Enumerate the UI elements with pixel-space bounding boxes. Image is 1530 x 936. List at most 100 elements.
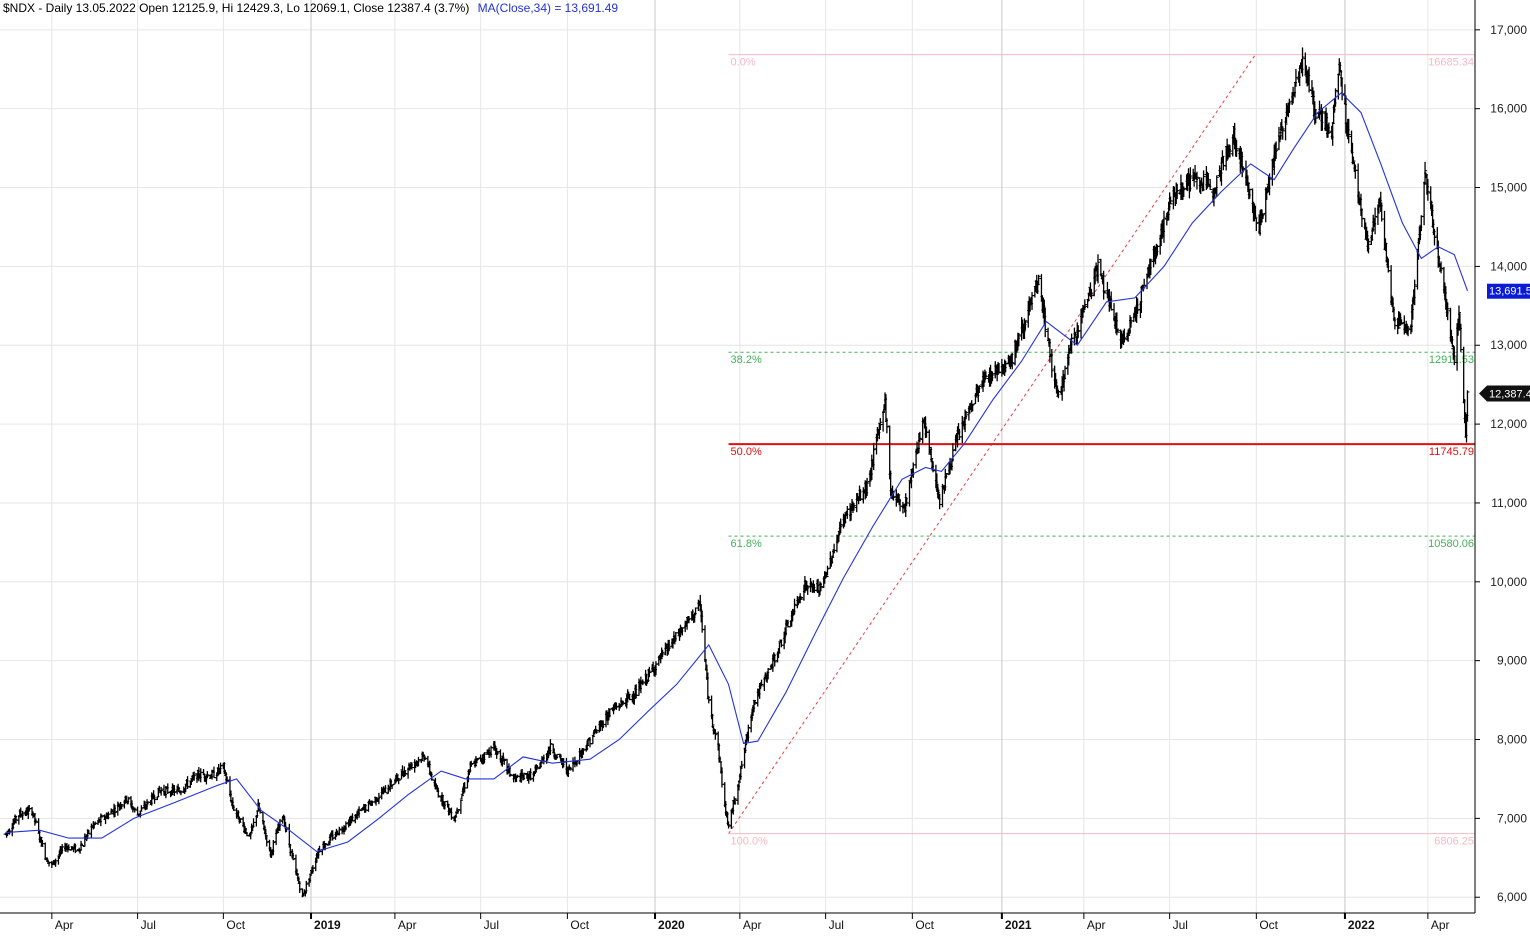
ohlc-bar bbox=[1181, 186, 1186, 198]
fibonacci-retracement[interactable]: 0.0% 16685.34 38.2% 12911.53 50.0% 11745.79 61… bbox=[728, 54, 1475, 848]
ohlc-bar bbox=[218, 762, 223, 774]
ohlc-bar bbox=[132, 807, 137, 813]
ohlc-bar bbox=[297, 881, 302, 894]
close-value-badge-text: 12,387.4 bbox=[1489, 389, 1530, 401]
ohlc-bar bbox=[1253, 205, 1258, 219]
ohlc-bar bbox=[858, 489, 863, 502]
ohlc-bar bbox=[574, 760, 579, 767]
ohlc-bar bbox=[1175, 183, 1180, 200]
x-tick-label: Apr bbox=[398, 918, 417, 931]
ohlc-bar bbox=[1287, 98, 1292, 113]
ohlc-bar bbox=[1168, 196, 1173, 205]
ohlc-bar bbox=[917, 431, 922, 443]
ohlc-bar bbox=[337, 826, 342, 836]
value-badges: 13,691.5 12,387.4 bbox=[1479, 283, 1530, 402]
ohlc-bar bbox=[585, 740, 590, 751]
ohlc-bar bbox=[1010, 353, 1015, 370]
fib-level-label: 100.0% bbox=[731, 836, 769, 848]
ohlc-bar bbox=[865, 477, 870, 497]
ohlc-bar bbox=[548, 739, 553, 755]
ohlc-bar bbox=[1412, 279, 1417, 306]
ohlc-bar bbox=[590, 735, 595, 745]
ohlc-bar bbox=[568, 766, 573, 771]
ohlc-bar bbox=[419, 760, 424, 763]
ohlc-bar bbox=[1373, 207, 1378, 235]
ohlc-bar bbox=[1023, 320, 1028, 331]
ohlc-bar bbox=[759, 679, 764, 686]
ohlc-bar bbox=[838, 518, 843, 534]
ohlc-bar bbox=[1227, 144, 1232, 158]
ohlc-bar bbox=[357, 806, 362, 818]
ohlc-bar bbox=[1366, 238, 1371, 254]
ohlc-bar bbox=[1161, 210, 1166, 243]
ohlc-bar bbox=[99, 814, 104, 818]
ohlc-bar bbox=[291, 852, 296, 861]
ohlc-bar bbox=[825, 565, 830, 576]
close-value-badge bbox=[1479, 385, 1530, 402]
ohlc-bar bbox=[416, 756, 421, 767]
fib-level-value: 16685.34 bbox=[1428, 57, 1474, 69]
ohlc-bar bbox=[244, 832, 249, 837]
ohlc-bar bbox=[746, 724, 751, 742]
ohlc-bar bbox=[1234, 139, 1239, 157]
fib-level-value: 6806.25 bbox=[1434, 836, 1474, 848]
ma-line bbox=[5, 92, 1469, 853]
ohlc-bar bbox=[205, 771, 210, 779]
price-bars bbox=[3, 47, 1470, 898]
ohlc-bar bbox=[436, 787, 441, 798]
ohlc-bar bbox=[330, 830, 335, 841]
ohlc-bar bbox=[1456, 305, 1461, 331]
ohlc-bar bbox=[456, 809, 461, 814]
ohlc-bar bbox=[706, 695, 711, 704]
fib-level-label: 61.8% bbox=[731, 538, 762, 550]
ohlc-bar bbox=[1188, 167, 1193, 192]
ohlc-bar bbox=[1406, 325, 1411, 337]
ohlc-bar bbox=[429, 772, 434, 781]
y-tick-label: 16,000 bbox=[1490, 102, 1527, 116]
ohlc-bar bbox=[458, 799, 463, 814]
ohlc-bar bbox=[1398, 313, 1403, 326]
ohlc-bar bbox=[396, 777, 401, 785]
ohlc-bar bbox=[343, 821, 348, 831]
ohlc-bar bbox=[20, 810, 25, 820]
ohlc-bar bbox=[38, 836, 43, 843]
ohlc-bar bbox=[1082, 299, 1087, 311]
ohlc-bar bbox=[1465, 390, 1470, 422]
y-tick-label: 9,000 bbox=[1497, 654, 1527, 668]
ma-value-badge-text: 13,691.5 bbox=[1489, 286, 1530, 298]
grid bbox=[0, 0, 1475, 913]
ohlc-bar bbox=[1254, 217, 1259, 232]
ohlc-bar bbox=[66, 844, 71, 851]
ohlc-bar bbox=[1445, 302, 1450, 321]
ma-value-badge bbox=[1487, 283, 1530, 299]
ohlc-bar bbox=[997, 363, 1002, 374]
x-tick-label: Apr bbox=[1087, 918, 1106, 931]
ohlc-bar bbox=[1293, 69, 1298, 87]
ohlc-bar bbox=[871, 442, 876, 471]
ohlc-bar bbox=[1214, 175, 1219, 197]
ohlc-bar bbox=[1439, 261, 1444, 274]
ohlc-bar bbox=[238, 818, 243, 823]
ohlc-bar bbox=[1399, 319, 1404, 325]
x-tick-label: Jul bbox=[829, 918, 844, 931]
ohlc-bar bbox=[376, 792, 381, 805]
ohlc-bar bbox=[736, 781, 741, 791]
ohlc-bar bbox=[818, 582, 823, 592]
fib-level-label: 50.0% bbox=[731, 446, 762, 458]
ohlc-bar bbox=[112, 805, 117, 818]
ohlc-bar bbox=[792, 598, 797, 615]
ohlc-bar bbox=[522, 772, 527, 780]
ohlc-bar bbox=[304, 880, 309, 894]
x-tick-label: Jul bbox=[484, 918, 499, 931]
ohlc-bar bbox=[535, 764, 540, 770]
ohlc-bar bbox=[334, 828, 339, 837]
ohlc-bar bbox=[878, 418, 883, 431]
x-tick-label: Oct bbox=[915, 918, 934, 931]
ohlc-bar bbox=[1283, 116, 1288, 141]
x-tick-label: 2022 bbox=[1348, 918, 1375, 931]
ohlc-bar bbox=[1346, 118, 1351, 144]
ohlc-bar bbox=[970, 403, 975, 412]
